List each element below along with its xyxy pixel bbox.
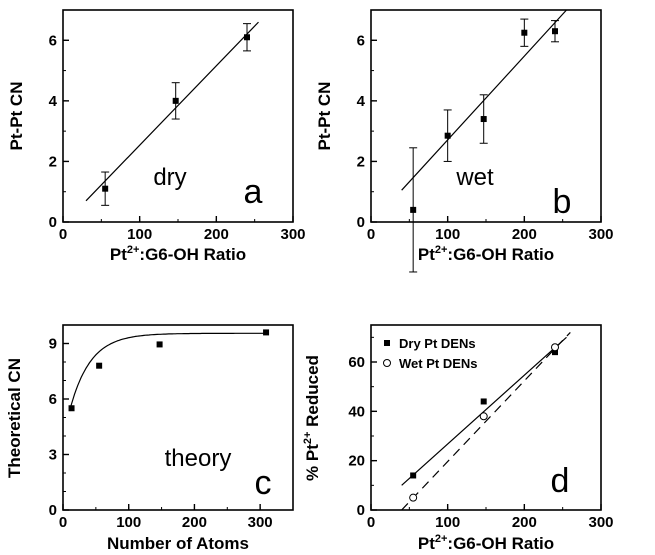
data-point-square (521, 29, 528, 36)
x-tick-label: 300 (280, 226, 305, 243)
x-axis-label-part: :G6-OH Ratio (447, 534, 554, 553)
x-tick-label: 0 (59, 514, 67, 531)
y-tick-label: 2 (49, 153, 57, 170)
fit-line (85, 21, 259, 202)
legend-marker-open-circle (383, 359, 391, 367)
x-tick-label: 300 (588, 514, 613, 531)
data-point-square (552, 28, 558, 35)
y-tick-label: 6 (357, 32, 365, 49)
y-tick-label: 4 (357, 93, 366, 110)
panel-b: 0 100 200 300 0 2 4 6 Pt2+:G6-OH Ratio Pt-Pt CN we… (315, 9, 614, 273)
fit-line (401, 336, 567, 486)
x-axis-label-part: :G6-OH Ratio (139, 245, 246, 264)
panel-annotation: dry (153, 164, 186, 191)
x-axis-label-superscript: 2+ (127, 244, 140, 256)
fit-curve (69, 332, 268, 412)
y-tick-label: 0 (49, 214, 57, 231)
data-point-square (480, 398, 487, 405)
data-point-square (263, 329, 270, 336)
y-tick-label: 2 (357, 153, 365, 170)
panel-annotation: theory (165, 445, 232, 472)
x-tick-label: 200 (204, 226, 229, 243)
data-point-square (68, 405, 75, 412)
data-point-open-circle (551, 343, 559, 352)
x-axis-label-superscript: 2+ (435, 533, 448, 545)
y-tick-label: 6 (49, 391, 57, 408)
panel-letter: d (551, 462, 570, 500)
y-axis-label: Theoretical CN (5, 358, 24, 478)
x-tick-label: 200 (182, 514, 207, 531)
x-tick-label: 100 (435, 226, 460, 243)
data-point-square (480, 116, 487, 123)
panel-a: 0 100 200 300 0 2 4 6 Pt2+:G6-OH Ratio Pt-Pt CN dr… (7, 9, 306, 264)
data-point-open-circle (479, 412, 488, 421)
y-axis-label: Pt-Pt CN (7, 82, 26, 151)
x-tick-label: 100 (435, 514, 460, 531)
x-tick-label: 100 (116, 514, 141, 531)
data-point-square (444, 132, 451, 139)
y-axis-label-superscript: 2+ (302, 432, 314, 445)
data-point-square (102, 185, 109, 192)
x-tick-label: 200 (512, 514, 537, 531)
x-tick-label: 200 (512, 226, 537, 243)
y-tick-label: 3 (49, 447, 57, 464)
y-axis-label: Pt-Pt CN (315, 82, 334, 151)
x-tick-label: 0 (367, 226, 375, 243)
y-tick-label: 60 (348, 354, 365, 371)
x-axis-label: Pt2+:G6-OH Ratio (418, 533, 554, 553)
y-tick-label: 9 (49, 336, 57, 353)
data-point-open-circle (409, 493, 418, 502)
x-axis-label-part: Pt (418, 534, 435, 553)
y-axis-label-part: % Pt (303, 444, 322, 481)
x-tick-label: 300 (248, 514, 273, 531)
data-point-square (410, 472, 417, 479)
panel-letter: a (244, 173, 263, 211)
x-tick-label: 0 (367, 514, 375, 531)
x-tick-label: 0 (59, 226, 67, 243)
data-point-square (244, 34, 250, 41)
x-axis-label-part: Pt (418, 245, 435, 264)
fit-line-dashed (401, 331, 571, 511)
x-axis-label-superscript: 2+ (435, 244, 448, 256)
data-point-square (156, 341, 163, 348)
y-tick-label: 40 (348, 403, 365, 420)
data-point-square (96, 362, 103, 369)
x-axis-label: Pt2+:G6-OH Ratio (110, 244, 246, 264)
legend-entry: Wet Pt DENs (399, 356, 478, 371)
y-axis-label: % Pt2+ Reduced (302, 355, 322, 481)
panel-letter: c (255, 464, 272, 502)
y-axis-label-part: Reduced (303, 355, 322, 432)
y-tick-label: 20 (348, 453, 365, 470)
data-point-square (552, 349, 558, 356)
x-tick-label: 300 (588, 226, 613, 243)
legend-marker-square (384, 340, 390, 346)
x-axis-label-part: :G6-OH Ratio (447, 245, 554, 264)
y-tick-label: 6 (49, 32, 57, 49)
panel-letter: b (553, 183, 572, 221)
data-point-square (172, 97, 179, 104)
x-axis-label: Pt2+:G6-OH Ratio (418, 244, 554, 264)
x-axis-label: Number of Atoms (107, 534, 249, 553)
data-point-square (410, 206, 417, 213)
legend-entry: Dry Pt DENs (399, 336, 476, 351)
x-tick-label: 100 (127, 226, 152, 243)
panel-annotation: wet (455, 164, 494, 191)
x-axis-label-part: Pt (110, 245, 127, 264)
y-tick-label: 0 (357, 214, 365, 231)
y-tick-label: 0 (357, 502, 365, 519)
y-tick-label: 0 (49, 502, 57, 519)
y-tick-label: 4 (49, 93, 58, 110)
panel-c: 0 100 200 300 0 3 6 9 Number of Atoms Theoretical… (5, 324, 294, 553)
